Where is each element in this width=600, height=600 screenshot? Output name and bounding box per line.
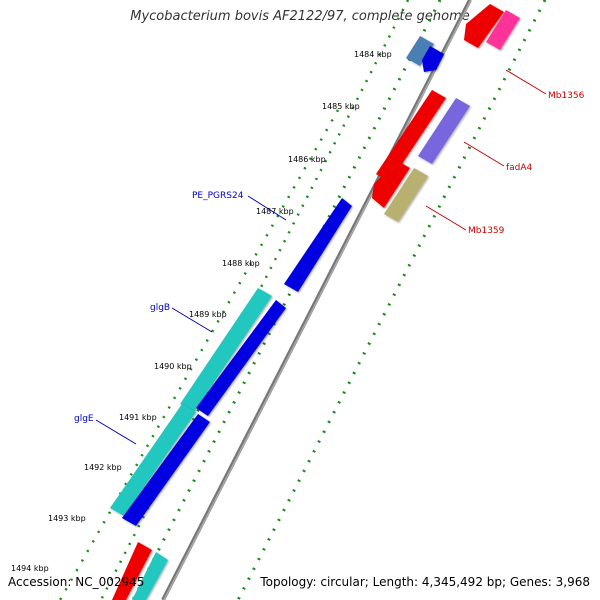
connector-mb1359 [425, 205, 467, 231]
label-fada4: fadA4 [506, 163, 533, 173]
tick-label-1488: 1488 kbp [222, 259, 260, 268]
outer-dotted-ring [236, 0, 547, 600]
gene-mb1360[interactable] [112, 542, 152, 600]
connector-glge [95, 419, 137, 445]
accession-text: Accession: NC_002945 [8, 575, 145, 589]
genome-backbone [161, 0, 472, 600]
tick-label-1490: 1490 kbp [154, 362, 192, 371]
label-mb1359: Mb1359 [468, 226, 505, 236]
tick-label-1486: 1486 kbp [288, 155, 326, 164]
connector-fada4 [463, 141, 505, 167]
tick-label-1487: 1487 kbp [256, 207, 294, 216]
gene-mb1358[interactable] [372, 160, 410, 208]
gene-mb1361[interactable] [132, 552, 168, 600]
genome-backbone-highlight [163, 0, 472, 600]
gene-steelblue[interactable] [406, 36, 434, 66]
gene-pe-pgrs24[interactable] [284, 198, 352, 292]
tick-label-1489: 1489 kbp [189, 310, 227, 319]
gene-blue-small[interactable] [422, 46, 444, 72]
gene-glge-blue[interactable] [122, 414, 210, 526]
gene-glge-cyan[interactable] [110, 404, 196, 516]
tick-label-1494: 1494 kbp [11, 564, 49, 573]
connector-glgb [171, 307, 213, 333]
label-glgb: glgB [150, 303, 170, 313]
label-mb1356: Mb1356 [548, 91, 585, 101]
tick-label-1485: 1485 kbp [322, 102, 360, 111]
inner-dotted-ring [131, 0, 442, 600]
label-glge: glgE [74, 414, 94, 424]
gene-fada4[interactable] [418, 98, 470, 164]
gene-mb1357[interactable] [376, 90, 446, 182]
tick-label-1484: 1484 kbp [354, 50, 392, 59]
genome-summary-text: Topology: circular; Length: 4,345,492 bp… [260, 575, 590, 589]
gene-mb1355[interactable] [464, 4, 504, 48]
gene-glgb-blue[interactable] [196, 300, 286, 416]
tick-label-1493: 1493 kbp [48, 514, 86, 523]
gene-mb1359[interactable] [384, 168, 428, 222]
gene-glgb-cyan[interactable] [180, 288, 272, 412]
tick-label-1491: 1491 kbp [119, 413, 157, 422]
label-pe-pgrs24: PE_PGRS24 [192, 191, 244, 201]
map-title: Mycobacterium bovis AF2122/97, complete … [130, 9, 470, 24]
connector-pe-pgrs24 [247, 195, 287, 221]
gene-mb1356[interactable] [486, 10, 520, 50]
connector-mb1356 [505, 69, 547, 95]
tick-label-1492: 1492 kbp [84, 463, 122, 472]
